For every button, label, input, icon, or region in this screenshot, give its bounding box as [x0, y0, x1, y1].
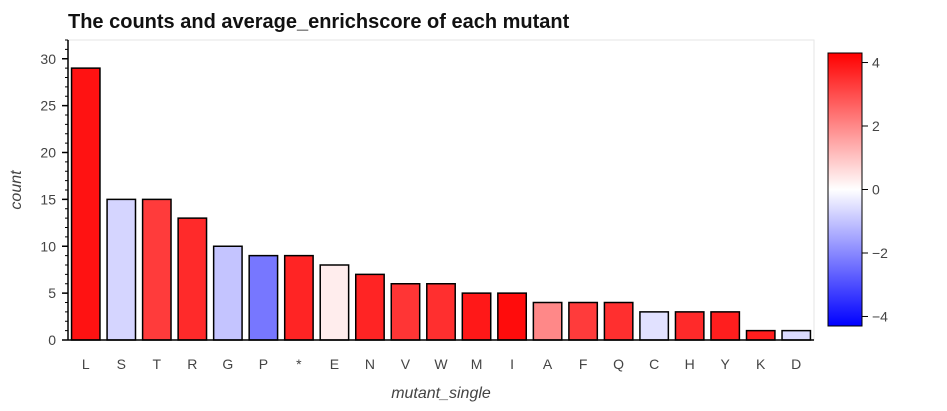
- x-tick-label: K: [756, 356, 766, 372]
- colorbar-tick-label: 0: [872, 182, 880, 198]
- colorbar: 4 2 0 −2 −4: [827, 52, 888, 327]
- x-tick-label: H: [685, 356, 695, 372]
- colorbar-tick-label: 4: [872, 55, 880, 71]
- bar-10: [426, 283, 456, 341]
- x-tick-label: G: [222, 356, 233, 372]
- bar-3: [177, 217, 208, 341]
- x-tick-label: E: [330, 356, 339, 372]
- x-axis-label: mutant_single: [391, 385, 491, 402]
- bar-19: [745, 329, 776, 341]
- bar-12: [497, 292, 528, 341]
- bar-18: [710, 311, 741, 341]
- y-tick-label: 15: [40, 191, 56, 207]
- y-tick-label: 25: [40, 98, 56, 114]
- bar-13: [532, 301, 563, 341]
- y-tick-label: 5: [48, 285, 56, 301]
- x-tick-label: V: [401, 356, 411, 372]
- bar-4: [212, 245, 243, 341]
- bar-11: [461, 292, 492, 341]
- x-tick-label: S: [117, 356, 126, 372]
- bar-6: [283, 254, 314, 341]
- x-axis: L S T R G P * E N V W M I A F Q C H Y K D: [68, 339, 814, 372]
- x-tick-label: Y: [721, 356, 731, 372]
- y-tick-label: 10: [40, 238, 56, 254]
- x-tick-label: T: [153, 356, 162, 372]
- bar-8: [354, 273, 385, 341]
- x-tick-label: A: [543, 356, 553, 372]
- bar-0: [70, 67, 101, 341]
- bar-15: [603, 301, 634, 341]
- bar-1: [106, 198, 137, 341]
- bar-17: [674, 311, 705, 341]
- x-tick-label: P: [259, 356, 268, 372]
- y-tick-label: 30: [40, 51, 56, 67]
- bar-14: [568, 301, 599, 341]
- bar-2: [141, 198, 172, 341]
- x-tick-label: N: [365, 356, 375, 372]
- x-tick-label: M: [471, 356, 483, 372]
- bar-16: [639, 311, 670, 341]
- bar-20: [781, 329, 812, 341]
- chart-title: The counts and average_enrichscore of ea…: [68, 11, 570, 33]
- bar-7: [319, 264, 350, 341]
- y-axis-label: count: [8, 170, 25, 210]
- colorbar-tick-label: −2: [872, 245, 888, 261]
- colorbar-tick-label: −4: [872, 308, 888, 324]
- x-tick-label: L: [82, 356, 90, 372]
- y-tick-label: 20: [40, 145, 56, 161]
- x-tick-label: W: [434, 356, 448, 372]
- x-tick-label: I: [510, 356, 514, 372]
- colorbar-tick-label: 2: [872, 118, 880, 134]
- y-axis: 0 5 10 15 20 25 30: [40, 39, 69, 348]
- y-tick-label: 0: [48, 332, 56, 348]
- bar-9: [390, 283, 421, 341]
- bar-5: [248, 254, 279, 341]
- x-tick-label: C: [649, 356, 659, 372]
- x-tick-label: *: [296, 356, 302, 372]
- x-tick-label: D: [791, 356, 801, 372]
- bars-group: [70, 67, 812, 341]
- colorbar-gradient: [827, 52, 863, 327]
- x-tick-label: Q: [613, 356, 624, 372]
- x-tick-label: R: [187, 356, 197, 372]
- x-tick-label: F: [579, 356, 588, 372]
